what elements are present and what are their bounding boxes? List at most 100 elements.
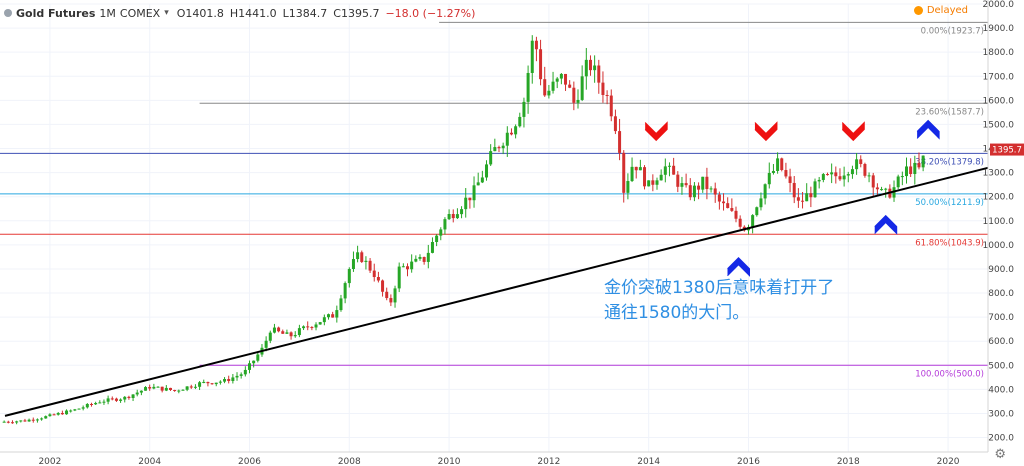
candle: [177, 389, 181, 394]
blue-up-arrow-icon: [727, 257, 751, 277]
candle: [771, 164, 775, 175]
candle-body: [709, 188, 713, 190]
time-tick-label: 2012: [537, 457, 560, 466]
candle-body: [306, 326, 310, 328]
price-tick-label: 200.0: [988, 434, 1014, 444]
candle-body: [543, 79, 547, 96]
candle-body: [2, 421, 6, 423]
candle-body: [256, 354, 260, 361]
candle: [634, 166, 638, 179]
candle-body: [618, 131, 622, 153]
candle-body: [584, 59, 588, 77]
candle-body: [792, 182, 796, 198]
candle-body: [859, 159, 863, 165]
candle-body: [119, 399, 123, 401]
candle-body: [884, 188, 888, 190]
candle: [613, 109, 617, 135]
candle-body: [135, 392, 139, 395]
candle: [289, 331, 293, 340]
candle-body: [98, 402, 102, 404]
candle: [2, 420, 6, 423]
candle: [730, 198, 734, 212]
chevron-down-icon[interactable]: ▾: [164, 8, 169, 18]
last-price-label: 1395.7: [992, 146, 1022, 156]
candle: [776, 152, 780, 174]
time-tick-label: 2010: [438, 457, 461, 466]
candle: [364, 256, 368, 270]
chart-annotation-text: 金价突破1380后意味着打开了 通往1580的大门。: [604, 276, 884, 326]
candle-body: [667, 165, 671, 167]
candle-body: [239, 374, 243, 376]
candle: [580, 65, 584, 102]
price-tick-label: 1900.0: [983, 24, 1015, 34]
candle: [480, 170, 484, 184]
candle: [156, 386, 160, 388]
candle-body: [788, 176, 792, 183]
candle: [327, 313, 331, 320]
price-tick-label: 1300.0: [983, 169, 1015, 179]
candle: [435, 234, 439, 247]
candle-body: [659, 174, 663, 181]
candle-body: [564, 73, 568, 85]
candle-body: [634, 166, 638, 171]
delayed-badge[interactable]: Delayed: [913, 5, 968, 16]
candle: [214, 382, 218, 387]
candle-body: [443, 219, 447, 230]
candle-body: [152, 386, 156, 389]
candle: [406, 263, 410, 277]
candle-body: [347, 269, 351, 284]
candle-body: [376, 277, 380, 281]
candle-body: [455, 214, 459, 219]
candle-body: [738, 218, 742, 227]
candle: [751, 214, 755, 234]
candle-body: [189, 386, 193, 388]
candle-body: [44, 416, 48, 419]
candle: [655, 177, 659, 190]
candle-body: [439, 229, 443, 236]
support-trendline: [4, 166, 989, 417]
candle-body: [726, 203, 730, 209]
candle: [913, 155, 917, 185]
candle-body: [559, 73, 563, 79]
candle: [509, 128, 513, 136]
candle-body: [339, 298, 343, 311]
candle-body: [368, 260, 372, 271]
candle: [780, 157, 784, 172]
candle: [497, 145, 501, 153]
candle: [518, 112, 522, 128]
candle-body: [813, 181, 817, 198]
candle: [792, 175, 796, 204]
candle: [838, 168, 842, 182]
candle-body: [414, 258, 418, 262]
blue-up-arrow-icon: [916, 119, 940, 140]
candle: [904, 157, 908, 184]
candle: [684, 173, 688, 188]
candle-body: [643, 167, 647, 187]
candle: [264, 336, 268, 352]
candle-body: [522, 101, 526, 117]
price-tick-label: 400.0: [988, 385, 1014, 395]
candle: [114, 397, 118, 402]
candle: [672, 157, 676, 175]
candle-body: [139, 390, 143, 393]
candle: [69, 409, 73, 413]
candle: [439, 227, 443, 241]
candle: [227, 375, 231, 384]
candle-body: [697, 185, 701, 190]
red-down-arrow-icon: [841, 121, 865, 142]
chart-interval[interactable]: 1M: [99, 6, 116, 20]
symbol-name[interactable]: Gold Futures: [16, 6, 96, 20]
candle: [85, 403, 89, 409]
candle-body: [210, 383, 214, 385]
candle-body: [909, 166, 913, 175]
candle: [759, 192, 763, 211]
candle: [647, 180, 651, 187]
candle: [297, 324, 301, 338]
candle-body: [123, 396, 127, 400]
fib-level-label: 23.60%(1587.7): [915, 107, 984, 117]
price-axis: 200.0 300.0 400.0 500.0 600.0 700.0 800.0 900.0…: [983, 0, 1024, 452]
candle: [455, 208, 459, 220]
candle-body: [638, 167, 642, 171]
gear-icon[interactable]: ⚙: [994, 447, 1006, 462]
